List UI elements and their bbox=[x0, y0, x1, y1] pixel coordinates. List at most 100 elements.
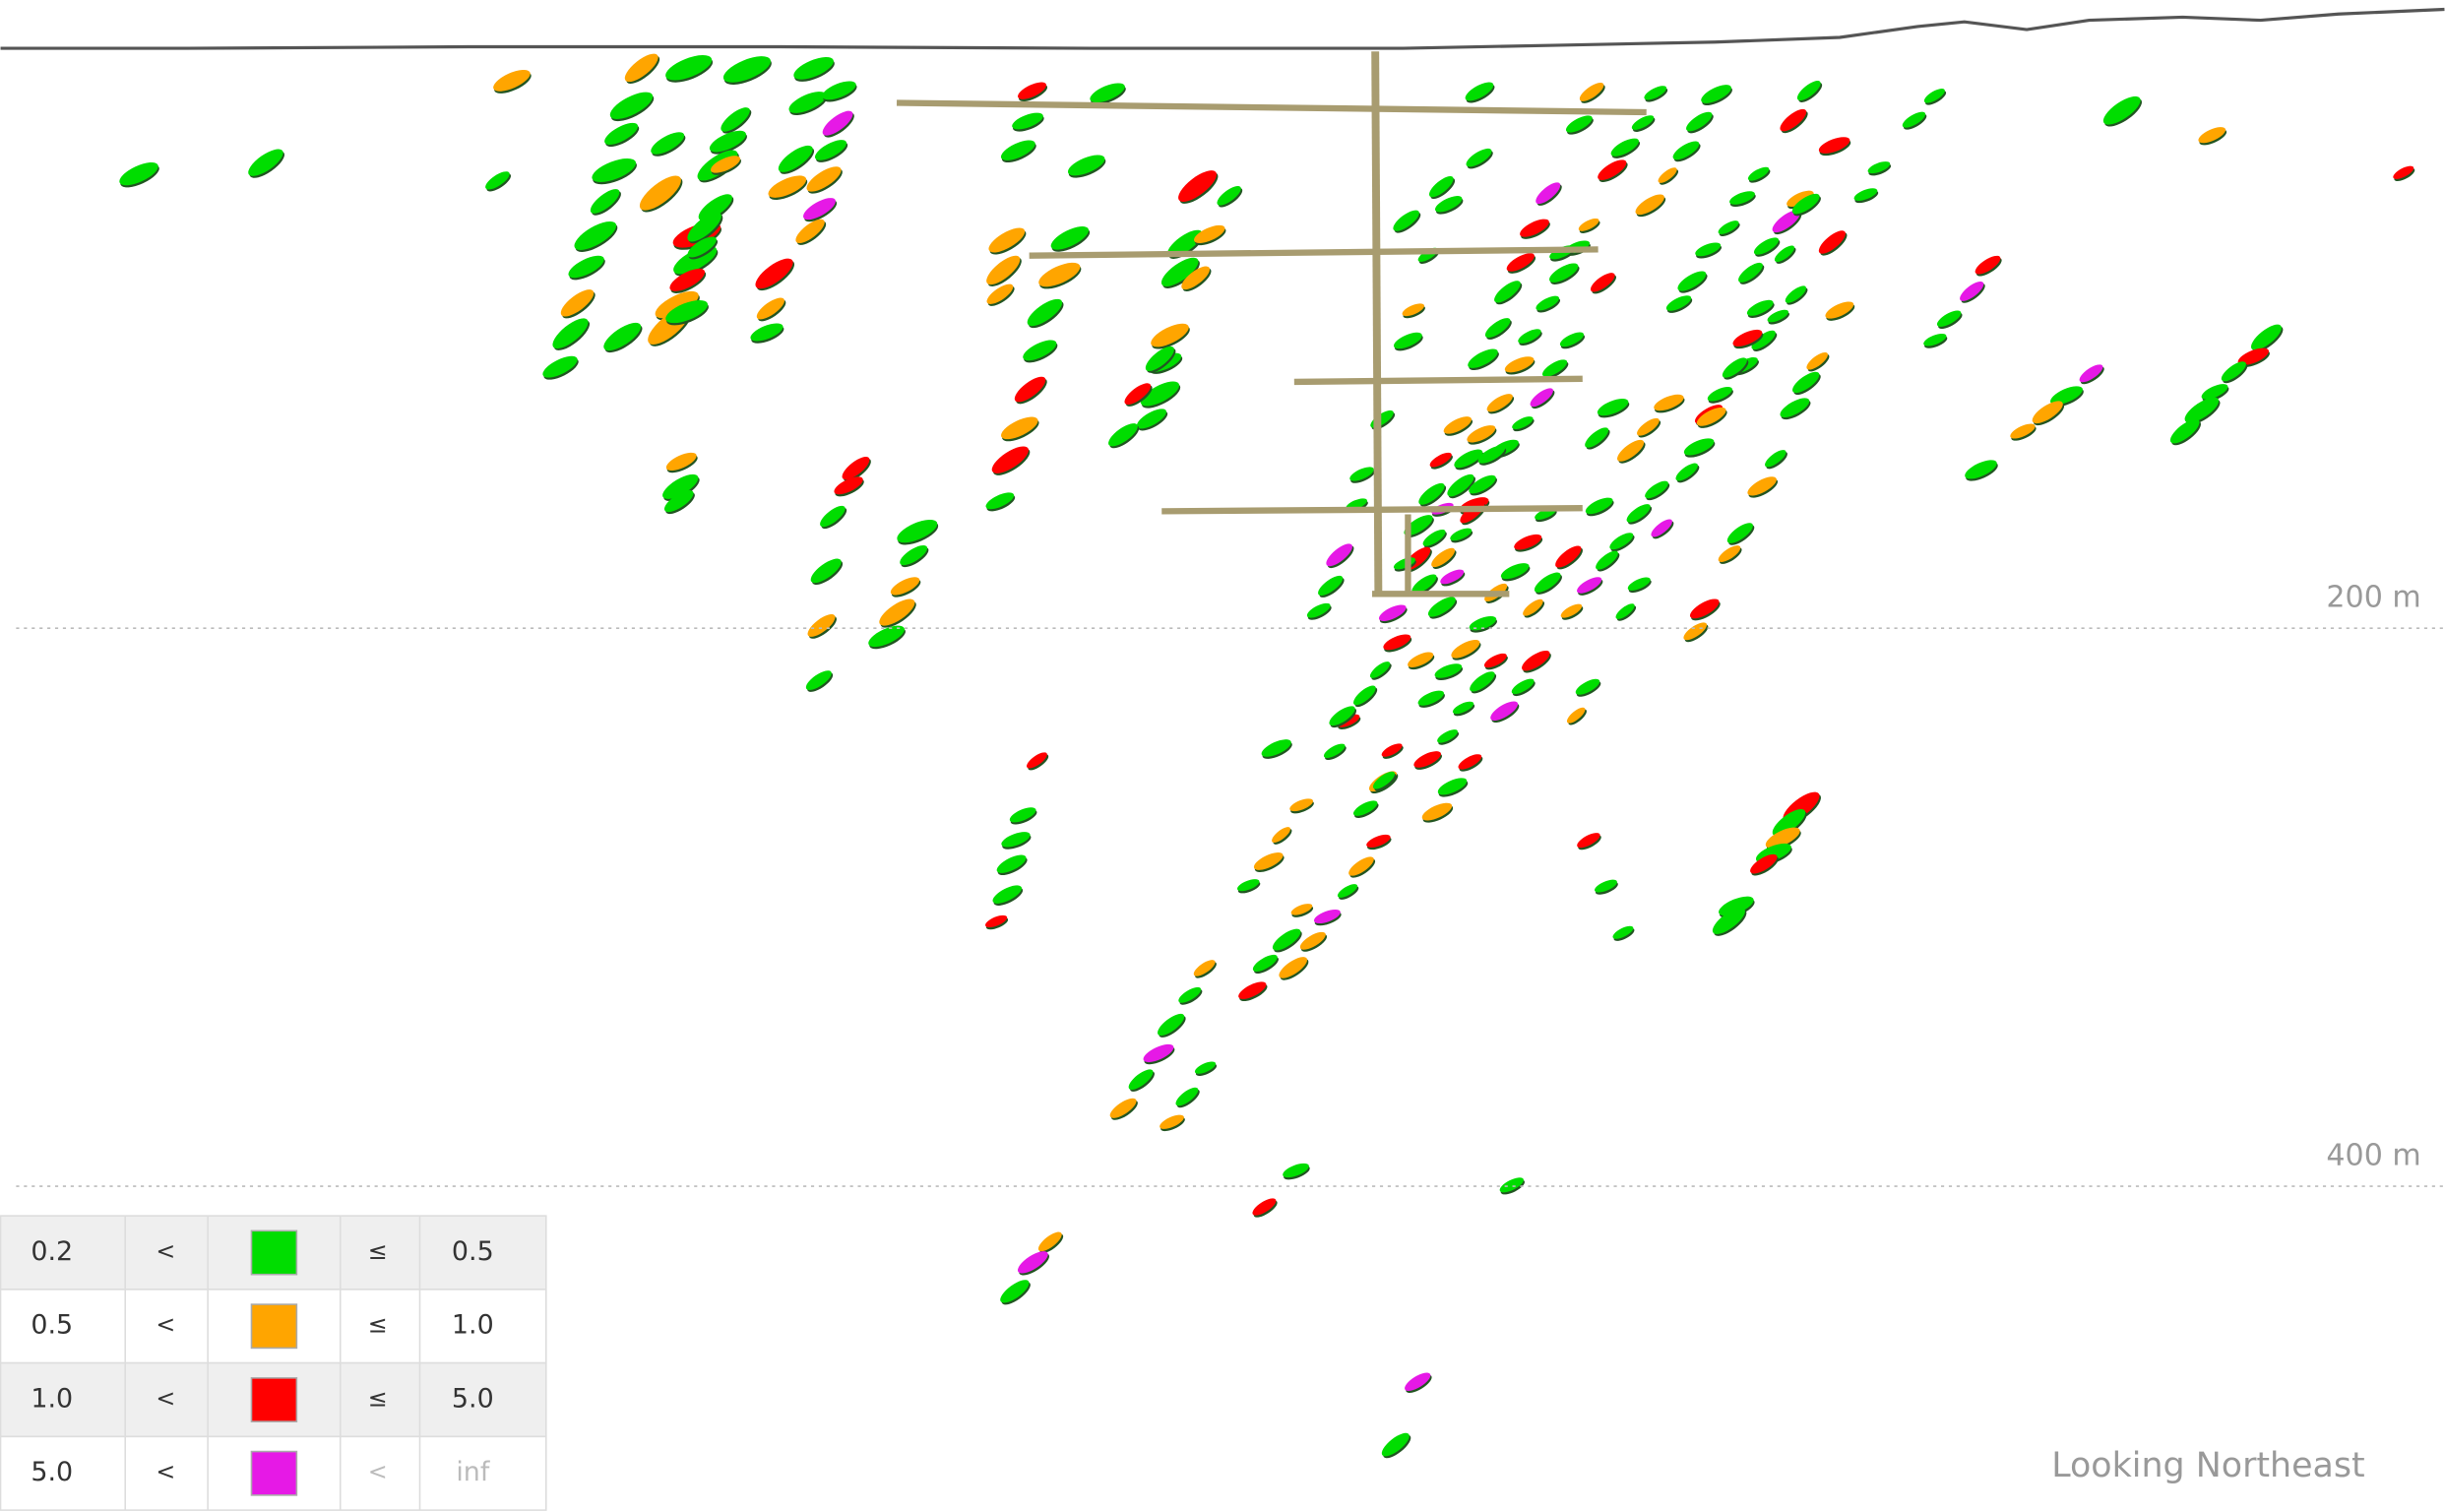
intercept bbox=[639, 175, 681, 211]
topography bbox=[0, 7, 2445, 50]
intercept bbox=[1468, 348, 1498, 368]
intercept bbox=[1774, 245, 1795, 263]
intercept bbox=[1181, 266, 1211, 290]
intercept bbox=[1437, 778, 1468, 795]
intercept bbox=[1009, 807, 1036, 823]
intercept bbox=[248, 149, 283, 176]
intercept bbox=[991, 446, 1030, 473]
intercept bbox=[665, 452, 697, 472]
intercept bbox=[687, 212, 721, 242]
mine-workings bbox=[897, 51, 1647, 598]
intercept bbox=[1579, 83, 1604, 101]
intercept bbox=[1326, 543, 1352, 567]
intercept bbox=[2184, 397, 2220, 423]
intercept bbox=[1381, 1432, 1410, 1457]
intercept bbox=[1393, 332, 1422, 349]
intercept bbox=[1549, 263, 1579, 283]
intercept bbox=[1683, 438, 1715, 456]
intercept bbox=[986, 284, 1014, 304]
intercept bbox=[1289, 798, 1314, 812]
intercept bbox=[1145, 346, 1174, 371]
intercept bbox=[1393, 210, 1419, 231]
legend-op: < bbox=[156, 1384, 175, 1412]
intercept bbox=[1712, 908, 1745, 934]
intercept bbox=[795, 219, 825, 243]
intercept bbox=[756, 297, 784, 320]
intercept bbox=[822, 110, 853, 136]
intercept bbox=[1027, 752, 1047, 769]
intercept bbox=[1238, 981, 1267, 999]
intercept bbox=[1469, 474, 1496, 494]
intercept bbox=[1014, 376, 1046, 403]
intercept bbox=[1352, 800, 1378, 816]
intercept bbox=[1366, 834, 1391, 848]
intercept bbox=[1408, 652, 1434, 667]
intercept bbox=[1612, 925, 1634, 939]
intercept bbox=[1729, 191, 1755, 205]
intercept bbox=[2050, 386, 2083, 406]
intercept bbox=[1454, 449, 1483, 469]
intercept bbox=[834, 476, 863, 495]
intercept bbox=[1318, 575, 1344, 597]
intercept bbox=[1747, 166, 1770, 181]
intercept bbox=[1253, 852, 1284, 870]
intercept bbox=[897, 519, 938, 543]
intercept bbox=[1237, 879, 1260, 892]
intercept bbox=[1635, 194, 1664, 216]
intercept bbox=[1378, 604, 1407, 621]
intercept bbox=[805, 670, 832, 690]
intercept bbox=[1746, 299, 1774, 316]
legend-to: 5.0 bbox=[452, 1383, 494, 1414]
intercept bbox=[1637, 417, 1660, 436]
intercept bbox=[807, 614, 836, 637]
intercept bbox=[1437, 729, 1458, 743]
intercept bbox=[2169, 418, 2200, 444]
drift bbox=[1293, 375, 1583, 386]
intercept bbox=[1451, 639, 1480, 659]
intercept bbox=[1818, 230, 1846, 254]
depth-label: 200 m bbox=[2326, 581, 2420, 615]
intercept bbox=[1329, 706, 1355, 726]
intercept bbox=[755, 258, 793, 289]
intercept bbox=[2102, 95, 2141, 125]
legend-to: inf bbox=[456, 1457, 490, 1487]
intercept bbox=[1443, 416, 1472, 434]
intercept bbox=[1465, 82, 1494, 101]
intercept bbox=[1610, 138, 1639, 157]
intercept bbox=[1750, 853, 1778, 874]
intercept bbox=[1466, 148, 1492, 167]
intercept bbox=[1429, 452, 1452, 468]
intercept bbox=[2032, 401, 2063, 424]
legend-op: ≤ bbox=[368, 1384, 388, 1412]
intercept bbox=[1140, 381, 1180, 407]
intercept bbox=[1577, 577, 1602, 594]
intercept bbox=[1536, 182, 1561, 205]
intercept bbox=[119, 161, 158, 186]
intercept bbox=[2079, 364, 2103, 383]
intercept bbox=[750, 323, 784, 342]
intercept bbox=[1701, 85, 1731, 103]
intercept bbox=[1427, 597, 1456, 617]
intercept bbox=[2201, 384, 2228, 400]
intercept bbox=[1747, 476, 1777, 496]
intercept bbox=[788, 92, 827, 113]
intercept bbox=[1765, 450, 1787, 468]
intercept bbox=[1411, 574, 1437, 594]
intercept bbox=[1518, 329, 1541, 344]
intercept bbox=[842, 457, 870, 480]
intercept bbox=[1512, 416, 1534, 430]
intercept bbox=[1867, 161, 1891, 174]
intercept bbox=[1252, 954, 1278, 972]
intercept bbox=[1313, 909, 1341, 924]
intercept bbox=[1960, 281, 1984, 301]
intercept bbox=[1306, 602, 1331, 618]
intercept bbox=[1023, 340, 1057, 361]
intercept bbox=[1452, 701, 1474, 715]
legend-from: 0.5 bbox=[31, 1310, 73, 1341]
intercept bbox=[1514, 534, 1542, 550]
drift bbox=[897, 99, 1647, 116]
intercept bbox=[574, 220, 617, 250]
legend-to: 1.0 bbox=[452, 1310, 494, 1341]
intercept bbox=[1732, 329, 1763, 346]
intercept bbox=[1431, 547, 1456, 568]
